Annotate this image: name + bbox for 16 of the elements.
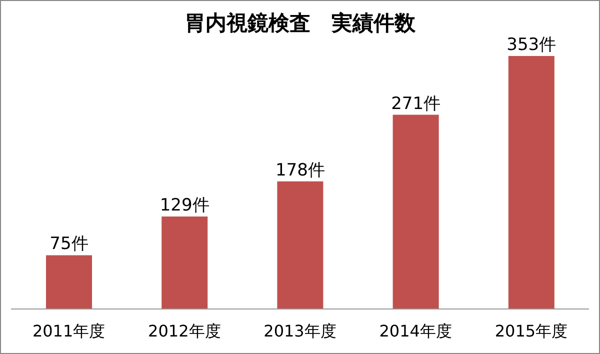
data-label: 178件 <box>275 160 325 180</box>
bar <box>392 114 439 309</box>
bar <box>162 216 208 309</box>
x-tick-label: 2014年度 <box>379 321 452 340</box>
x-tick-label: 2012年度 <box>148 321 221 340</box>
bar <box>46 255 92 309</box>
data-label: 271件 <box>391 94 441 114</box>
x-tick-label: 2013年度 <box>264 321 336 340</box>
bar <box>508 56 554 309</box>
x-tick-label: 2011年度 <box>32 321 106 340</box>
data-label: 129件 <box>160 196 210 216</box>
chart-title: 胃内視鏡検査 実績件数 <box>184 11 416 35</box>
data-label: 75件 <box>50 234 88 254</box>
x-tick-label: 2015年度 <box>494 321 568 340</box>
bar <box>277 181 324 309</box>
data-label: 353件 <box>506 35 556 55</box>
